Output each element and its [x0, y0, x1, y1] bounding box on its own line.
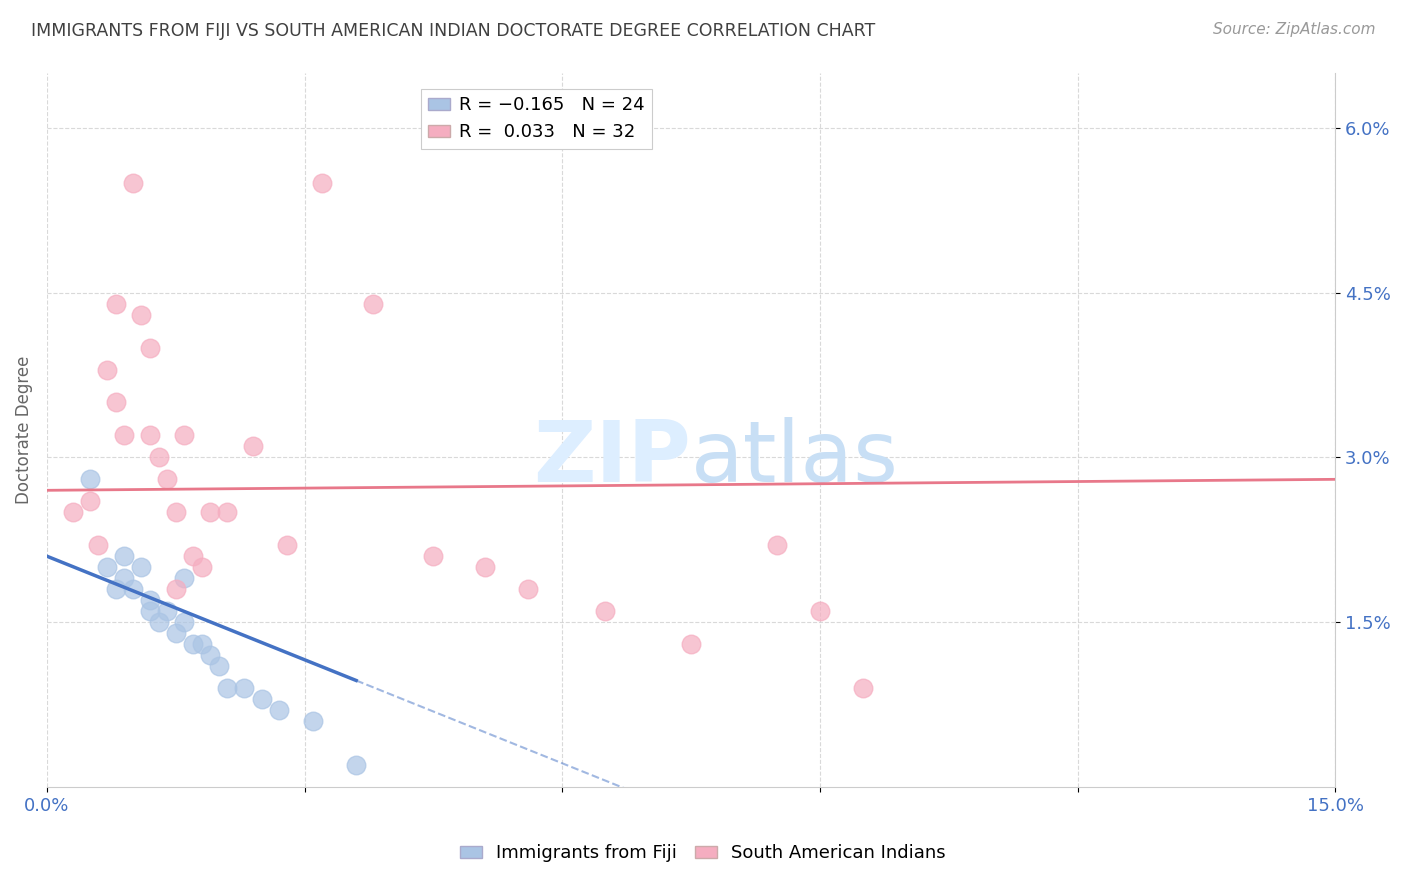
Point	[344, 757, 367, 772]
Point	[276, 538, 298, 552]
Point	[516, 582, 538, 596]
Point	[112, 428, 135, 442]
Point	[198, 648, 221, 662]
Point	[165, 505, 187, 519]
Point	[165, 626, 187, 640]
Point	[208, 659, 231, 673]
Point	[139, 604, 162, 618]
Point	[62, 505, 84, 519]
Point	[104, 582, 127, 596]
Point	[267, 703, 290, 717]
Point	[112, 549, 135, 564]
Point	[302, 714, 325, 728]
Point	[681, 637, 703, 651]
Point	[87, 538, 110, 552]
Legend: R = −0.165   N = 24, R =  0.033   N = 32: R = −0.165 N = 24, R = 0.033 N = 32	[422, 89, 652, 149]
Point	[311, 176, 333, 190]
Point	[112, 571, 135, 585]
Point	[131, 560, 153, 574]
Point	[96, 362, 118, 376]
Point	[139, 428, 162, 442]
Point	[121, 176, 143, 190]
Text: ZIP: ZIP	[533, 417, 692, 500]
Point	[217, 505, 239, 519]
Point	[181, 549, 204, 564]
Y-axis label: Doctorate Degree: Doctorate Degree	[15, 356, 32, 504]
Point	[190, 637, 212, 651]
Point	[104, 395, 127, 409]
Point	[852, 681, 875, 695]
Point	[156, 472, 179, 486]
Point	[165, 582, 187, 596]
Point	[131, 308, 153, 322]
Point	[139, 341, 162, 355]
Point	[173, 571, 195, 585]
Text: atlas: atlas	[692, 417, 900, 500]
Point	[190, 560, 212, 574]
Legend: Immigrants from Fiji, South American Indians: Immigrants from Fiji, South American Ind…	[453, 838, 953, 870]
Point	[156, 604, 179, 618]
Point	[79, 494, 101, 508]
Text: IMMIGRANTS FROM FIJI VS SOUTH AMERICAN INDIAN DOCTORATE DEGREE CORRELATION CHART: IMMIGRANTS FROM FIJI VS SOUTH AMERICAN I…	[31, 22, 875, 40]
Point	[422, 549, 444, 564]
Point	[242, 439, 264, 453]
Point	[198, 505, 221, 519]
Point	[808, 604, 831, 618]
Point	[96, 560, 118, 574]
Text: Source: ZipAtlas.com: Source: ZipAtlas.com	[1212, 22, 1375, 37]
Point	[233, 681, 256, 695]
Point	[139, 593, 162, 607]
Point	[181, 637, 204, 651]
Point	[474, 560, 496, 574]
Point	[173, 428, 195, 442]
Point	[104, 296, 127, 310]
Point	[217, 681, 239, 695]
Point	[766, 538, 789, 552]
Point	[121, 582, 143, 596]
Point	[148, 450, 170, 465]
Point	[593, 604, 616, 618]
Point	[250, 692, 273, 706]
Point	[79, 472, 101, 486]
Point	[148, 615, 170, 629]
Point	[363, 296, 385, 310]
Point	[173, 615, 195, 629]
